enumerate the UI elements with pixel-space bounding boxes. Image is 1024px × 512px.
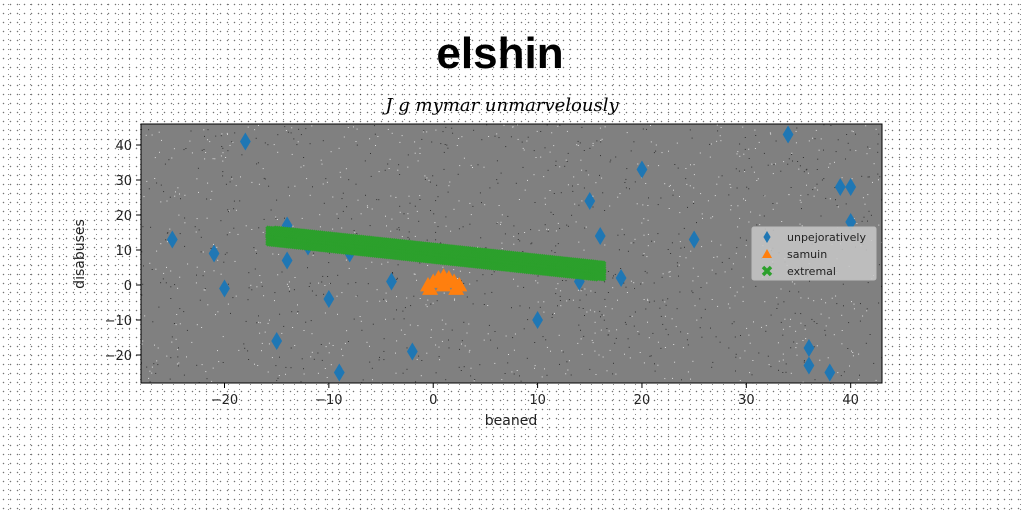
- scatter-point: [532, 311, 543, 329]
- x-tick-label: 10: [529, 393, 546, 408]
- x-axis: −20 −10 0 10 20 30 40: [211, 383, 859, 408]
- legend-item-extremal: extremal: [761, 265, 836, 278]
- x-tick-label: 20: [634, 393, 651, 408]
- legend-item-unpejoratively: unpejoratively: [763, 231, 866, 244]
- x-tick-label: −10: [315, 393, 342, 408]
- y-axis: −20 −10 0 10 20 30 40: [105, 139, 141, 364]
- legend-label: unpejoratively: [787, 231, 866, 244]
- chart-subtitle: J g mymar unmarvelously: [381, 95, 619, 116]
- scatter-point: [386, 272, 397, 291]
- y-tick-label: 40: [115, 139, 132, 154]
- x-tick-label: 30: [738, 393, 755, 408]
- scatter-point: [323, 290, 335, 308]
- scatter-point: [593, 269, 607, 282]
- series-samuin: [420, 268, 468, 295]
- scatter-point: [803, 339, 815, 357]
- scatter-point: [435, 277, 452, 292]
- scatter-point: [448, 280, 465, 295]
- chart-title: elshin: [436, 29, 563, 78]
- x-tick-label: −20: [211, 393, 238, 408]
- legend-item-samuin: samuin: [762, 248, 827, 261]
- scatter-point: [208, 244, 220, 263]
- y-tick-label: 10: [115, 244, 132, 259]
- scatter-point: [615, 269, 627, 287]
- y-tick-label: −20: [105, 349, 132, 364]
- scatter-point: [803, 356, 815, 375]
- scatter-point: [845, 178, 857, 196]
- scatter-point: [763, 231, 771, 243]
- scatter-point: [834, 178, 846, 196]
- scatter-point: [166, 230, 178, 249]
- y-tick-label: −10: [105, 314, 132, 329]
- scatter-point: [636, 160, 648, 179]
- scatter-point: [422, 280, 439, 295]
- y-tick-label: 30: [115, 174, 132, 189]
- scatter-point: [782, 125, 794, 144]
- scatter-point: [281, 216, 293, 235]
- scatter-point: [219, 279, 230, 298]
- plot-frame: [140, 123, 883, 384]
- scatter-point: [688, 230, 700, 249]
- y-tick-label: 20: [115, 209, 132, 224]
- scatter-point: [239, 132, 251, 151]
- scatter-point: [824, 363, 836, 382]
- legend-label: samuin: [787, 248, 827, 261]
- y-tick-label: 0: [124, 279, 132, 294]
- scatter-point: [333, 363, 345, 382]
- scatter-point: [281, 251, 293, 270]
- scatter-point: [594, 227, 606, 245]
- scatter-point: [406, 342, 418, 361]
- scatter-point: [761, 265, 773, 277]
- series-extremal: [265, 225, 607, 282]
- x-tick-label: 0: [429, 393, 437, 408]
- legend-box: [751, 226, 877, 281]
- scatter-point: [762, 249, 772, 258]
- scatter-point: [271, 332, 283, 350]
- legend-label: extremal: [787, 265, 836, 278]
- scatter-point: [584, 192, 596, 210]
- legend: unpejoratively samuin extremal: [751, 226, 877, 281]
- x-tick-label: 40: [842, 393, 859, 408]
- y-axis-label: disabuses: [72, 219, 88, 289]
- x-axis-label: beaned: [485, 413, 537, 429]
